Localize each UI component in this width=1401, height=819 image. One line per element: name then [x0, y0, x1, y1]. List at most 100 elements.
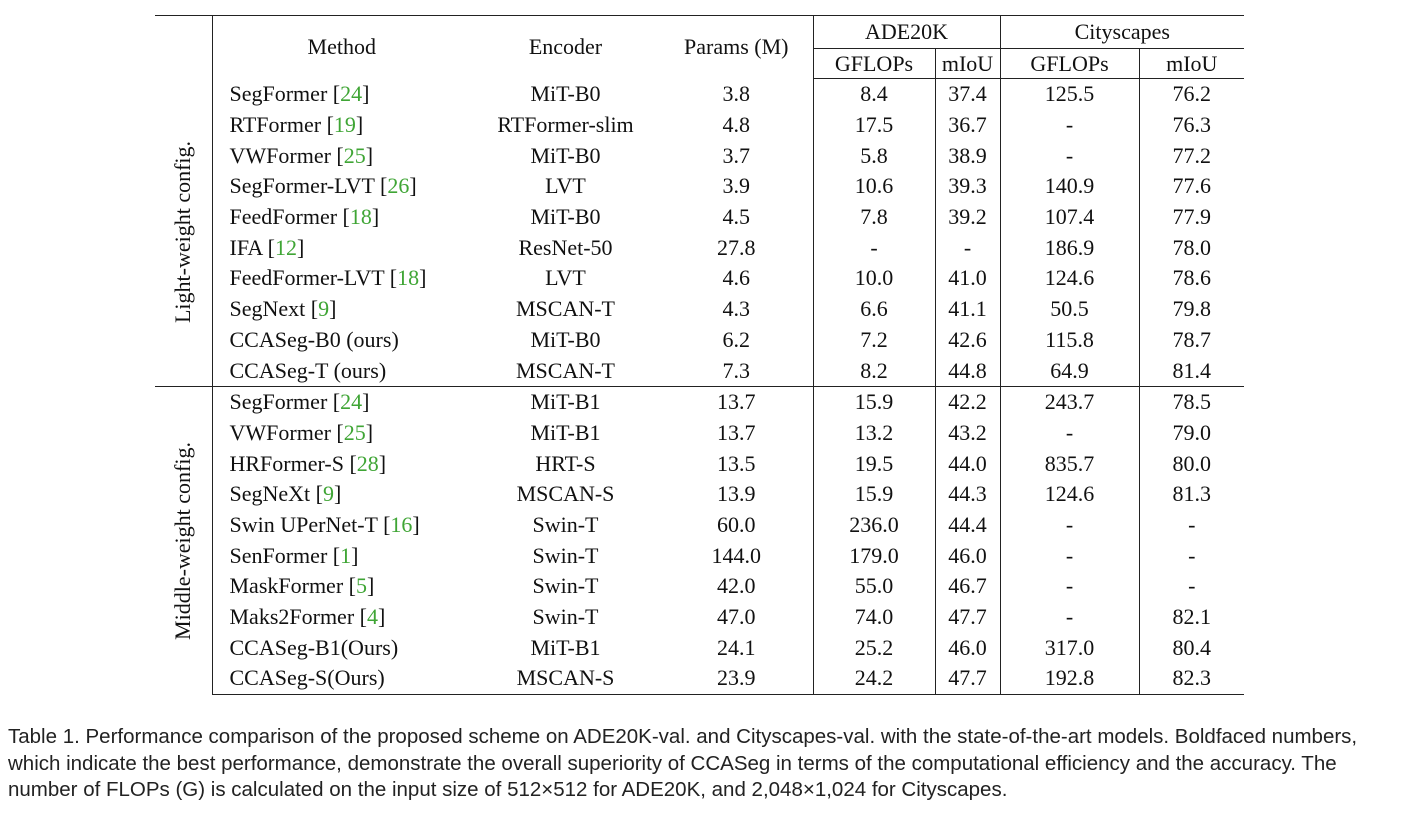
method-cell: MaskFormer [5]: [229, 573, 375, 599]
citation-link[interactable]: 12: [274, 234, 297, 260]
city-miou-cell: 81.3: [1172, 481, 1212, 507]
params-cell: 4.5: [660, 201, 814, 233]
city-miou-cell: 80.4: [1172, 634, 1212, 660]
city-gflops-cell: 124.6: [1000, 263, 1140, 294]
method-cell: FeedFormer [18]: [229, 204, 380, 230]
ade-gflops-cell: 5.8: [813, 140, 936, 172]
city-miou-cell: -: [1188, 511, 1196, 537]
method-name: SegNeXt: [229, 481, 311, 507]
method-cell: VWFormer [25]: [229, 142, 374, 168]
city-gflops-cell: 124.6: [1000, 478, 1140, 510]
header-method: Method: [212, 15, 471, 79]
table-row: Maks2Former [4] Swin-T 47.0 74.0 47.7- 82.1: [155, 601, 1244, 633]
method-name: Maks2Former: [229, 604, 355, 630]
table-row: VWFormer [25] MiT-B1 13.7 13.2 43.2- 79.0: [155, 417, 1244, 449]
header-ade-gflops: GFLOPs: [813, 48, 936, 79]
params-cell: 60.0: [660, 509, 814, 541]
ade-miou-cell: 36.7: [935, 109, 1001, 141]
city-miou-cell: 78.5: [1139, 385, 1245, 418]
header-city-gflops: GFLOPs: [1000, 48, 1140, 79]
citation-link[interactable]: 19: [333, 112, 356, 138]
method-cell: SegNeXt [9]: [229, 481, 342, 507]
citation-link[interactable]: 4: [366, 604, 378, 630]
ade-miou-cell: 41.1: [935, 293, 1001, 325]
encoder-cell: MiT-B0: [530, 81, 601, 107]
method-name: SegNext: [229, 296, 306, 322]
params-cell: 13.5: [660, 448, 814, 479]
group-label-cell: Middle-weight config.: [155, 385, 213, 695]
corner-cell: [155, 15, 213, 79]
city-gflops-cell: 140.9: [1000, 171, 1140, 202]
params-cell: 7.3: [660, 355, 814, 387]
ade-miou-cell: 47.7: [935, 601, 1001, 633]
ade-gflops-cell: 8.2: [813, 355, 936, 387]
table-row: Middle-weight config. SegFormer [24] MiT-B…: [155, 385, 1245, 695]
city-miou-cell: 77.6: [1172, 173, 1212, 199]
method-cell: CCASeg-B0 (ours): [212, 325, 471, 356]
encoder-cell: RTFormer-slim: [497, 112, 634, 138]
citation-link[interactable]: 5: [355, 573, 367, 599]
citation-link[interactable]: 25: [343, 142, 366, 168]
table-row: Light-weight config. SegFormer [24] MiT-B0…: [155, 78, 1244, 387]
ade-miou-cell: 46.7: [935, 571, 1001, 602]
light-weight-group: Light-weight config. SegFormer [24] MiT-B0…: [155, 78, 1244, 387]
group-label: Light-weight config.: [170, 141, 196, 324]
method-cell: SegFormer-LVT [26]: [229, 173, 417, 199]
citation-link[interactable]: 18: [349, 204, 372, 230]
ade-gflops-cell: 6.6: [813, 293, 936, 325]
header-ade-miou: mIoU: [935, 48, 1001, 79]
city-miou-cell: 79.8: [1172, 296, 1212, 322]
params-cell: 13.7: [660, 385, 814, 418]
table-caption: Table 1. Performance comparison of the p…: [8, 725, 1358, 801]
params-cell: 3.7: [660, 140, 814, 172]
citation-link[interactable]: 9: [318, 296, 330, 322]
encoder-cell: Swin-T: [532, 573, 599, 599]
table-row: Swin UPerNet-T [16] Swin-T 60.0 236.0 44.4- -: [155, 509, 1244, 541]
method-cell: FeedFormer-LVT [18]: [229, 265, 427, 291]
method-name: CCASeg-S(Ours): [229, 665, 385, 691]
header-ade20k: ADE20K: [813, 15, 1001, 49]
citation-link[interactable]: 16: [390, 511, 413, 537]
encoder-cell: MSCAN-T: [515, 296, 615, 322]
citation-link[interactable]: 24: [340, 389, 363, 415]
city-miou-cell: 78.7: [1172, 326, 1212, 352]
table-row: SegFormer-LVT [26] LVT 3.9 10.6 39.3 140.9 77.…: [155, 171, 1244, 202]
city-gflops-cell: -: [1000, 140, 1140, 172]
city-miou-cell: 77.9: [1172, 204, 1212, 230]
params-cell: 144.0: [660, 540, 814, 571]
params-cell: 4.6: [660, 263, 814, 294]
encoder-cell: MiT-B0: [530, 326, 601, 352]
citation-link[interactable]: 28: [356, 450, 379, 476]
citation-link[interactable]: 1: [340, 542, 352, 568]
ade-gflops-cell: 17.5: [813, 109, 936, 141]
city-miou-cell: 78.6: [1172, 265, 1212, 291]
ade-miou-cell: 44.8: [935, 355, 1001, 387]
city-gflops-cell: -: [1000, 509, 1140, 541]
encoder-cell: MSCAN-S: [471, 663, 660, 695]
table-row: FeedFormer [18] MiT-B0 4.5 7.8 39.2 107.4 77.9: [155, 201, 1244, 233]
ade-gflops-cell: 179.0: [813, 540, 936, 571]
params-cell: 23.9: [660, 663, 814, 695]
header-city-miou: mIoU: [1139, 48, 1245, 79]
header-cityscapes: Cityscapes: [1000, 15, 1245, 49]
group-label-cell: Light-weight config.: [155, 78, 213, 387]
city-miou-cell: 76.2: [1172, 81, 1212, 107]
ade-miou-cell: 47.7: [935, 663, 1001, 695]
citation-link[interactable]: 18: [397, 265, 420, 291]
city-miou-cell: 77.2: [1172, 142, 1212, 168]
params-cell: 47.0: [660, 601, 814, 633]
city-gflops-cell: 192.8: [1000, 663, 1140, 695]
encoder-cell: Swin-T: [532, 542, 599, 568]
table-row: CCASeg-B1(Ours) MiT-B1 24.1 25.2 46.0 317.0 80…: [155, 632, 1244, 664]
ade-miou-cell: 42.2: [935, 385, 1001, 418]
city-gflops-cell: 186.9: [1000, 232, 1140, 264]
method-cell: Swin UPerNet-T [16]: [229, 511, 420, 537]
method-name: RTFormer: [229, 112, 322, 138]
citation-link[interactable]: 26: [387, 173, 410, 199]
city-gflops-cell: 64.9: [1000, 355, 1140, 387]
encoder-cell: MiT-B1: [530, 634, 601, 660]
citation-link[interactable]: 9: [322, 481, 334, 507]
citation-link[interactable]: 24: [340, 81, 363, 107]
citation-link[interactable]: 25: [343, 419, 366, 445]
encoder-cell: HRT-S: [535, 450, 596, 476]
